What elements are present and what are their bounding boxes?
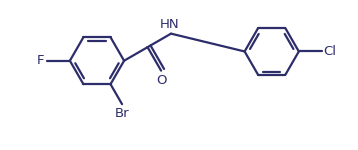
Text: F: F	[37, 54, 45, 67]
Text: Br: Br	[115, 107, 129, 120]
Text: Cl: Cl	[323, 45, 336, 58]
Text: HN: HN	[160, 18, 179, 31]
Text: O: O	[156, 74, 167, 87]
